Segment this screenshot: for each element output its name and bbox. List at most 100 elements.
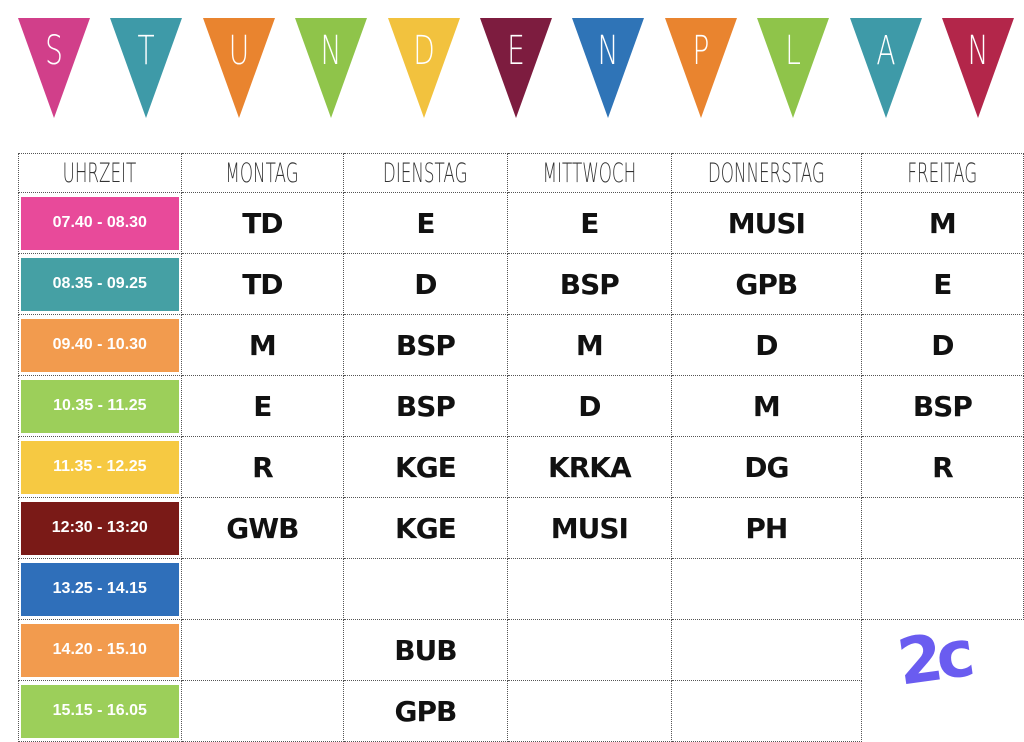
header-wednesday: Mittwoch xyxy=(506,153,672,193)
subject-label: PH xyxy=(745,511,788,545)
subject-label: D xyxy=(414,267,437,301)
time-slot-label: 12:30 - 13:20 xyxy=(21,501,179,555)
pennant-flag xyxy=(202,18,275,118)
pennant: N xyxy=(572,18,645,118)
header-row: Uhrzeit Montag Dienstag Mittwoch Donners… xyxy=(18,153,1024,193)
pennant-flag xyxy=(757,18,830,118)
lesson-cell-friday: D xyxy=(860,314,1024,376)
lesson-cell-monday xyxy=(180,680,345,742)
table-row: 08.35 - 09.25 TD D BSP GPB E xyxy=(18,253,1024,315)
pennant-letter: N xyxy=(597,28,619,74)
subject-label: KGE xyxy=(395,450,457,484)
time-cell: 13.25 - 14.15 xyxy=(18,558,182,620)
lesson-cell-wednesday xyxy=(506,558,672,620)
subject-label: D xyxy=(578,389,601,423)
time-slot-label: 09.40 - 10.30 xyxy=(21,318,179,372)
subject-label: BSP xyxy=(912,389,973,423)
subject-label: M xyxy=(575,328,604,362)
subject-label: TD xyxy=(242,206,283,240)
pennant-letter: A xyxy=(876,28,896,74)
pennant: N xyxy=(295,18,368,118)
time-slot-label: 10.35 - 11.25 xyxy=(21,379,179,433)
time-slot-label: 11.35 - 12.25 xyxy=(21,440,179,494)
lesson-cell-tuesday: BSP xyxy=(343,375,508,437)
subject-label: MUSI xyxy=(727,206,806,240)
subject-label: BSP xyxy=(559,267,620,301)
subject-label: R xyxy=(932,450,954,484)
lesson-cell-tuesday: KGE xyxy=(343,436,508,498)
time-slot-label: 08.35 - 09.25 xyxy=(21,257,179,311)
subject-label: D xyxy=(755,328,778,362)
pennant-flag xyxy=(664,18,737,118)
pennant: U xyxy=(202,18,275,118)
lesson-cell-wednesday: D xyxy=(506,375,672,437)
lesson-cell-tuesday: KGE xyxy=(343,497,508,559)
lesson-cell-monday: R xyxy=(180,436,345,498)
lesson-cell-wednesday: M xyxy=(506,314,672,376)
lesson-cell-friday xyxy=(860,497,1024,559)
subject-label: M xyxy=(248,328,277,362)
time-cell: 07.40 - 08.30 xyxy=(18,192,182,254)
time-cell: 08.35 - 09.25 xyxy=(18,253,182,315)
lesson-cell-monday: TD xyxy=(180,253,345,315)
lesson-cell-friday: M xyxy=(860,192,1024,254)
time-slot-label: 14.20 - 15.10 xyxy=(21,623,179,677)
time-cell: 09.40 - 10.30 xyxy=(18,314,182,376)
subject-label: E xyxy=(580,206,599,240)
subject-label: BSP xyxy=(395,389,456,423)
lesson-cell-wednesday xyxy=(506,680,672,742)
pennant-flag xyxy=(387,18,460,118)
time-cell: 14.20 - 15.10 xyxy=(18,619,182,681)
table-row: 13.25 - 14.15 xyxy=(18,558,1024,620)
lesson-cell-thursday xyxy=(670,680,862,742)
lesson-cell-tuesday: BSP xyxy=(343,314,508,376)
timetable: Uhrzeit Montag Dienstag Mittwoch Donners… xyxy=(18,153,1024,742)
lesson-cell-wednesday: E xyxy=(506,192,672,254)
pennant-letter: U xyxy=(228,28,250,74)
lesson-cell-tuesday: BUB xyxy=(343,619,508,681)
pennant-flag xyxy=(849,18,922,118)
lesson-cell-friday: E xyxy=(860,253,1024,315)
pennant-letter: N xyxy=(967,28,989,74)
time-cell: 15.15 - 16.05 xyxy=(18,680,182,742)
lesson-cell-thursday xyxy=(670,558,862,620)
lesson-cell-thursday: M xyxy=(670,375,862,437)
header-tuesday: Dienstag xyxy=(343,153,508,193)
subject-label: KGE xyxy=(395,511,457,545)
pennant-letter: N xyxy=(320,28,342,74)
pennant: A xyxy=(849,18,922,118)
lesson-cell-wednesday xyxy=(506,619,672,681)
pennant: P xyxy=(664,18,737,118)
lesson-cell-thursday xyxy=(670,619,862,681)
pennant: N xyxy=(942,18,1014,118)
pennant-letter: D xyxy=(412,28,435,74)
subject-label: E xyxy=(253,389,272,423)
time-slot-label: 13.25 - 14.15 xyxy=(21,562,179,616)
table-row: 09.40 - 10.30 M BSP M D D xyxy=(18,314,1024,376)
subject-label: M xyxy=(752,389,781,423)
time-cell: 12:30 - 13:20 xyxy=(18,497,182,559)
header-friday: Freitag xyxy=(860,153,1024,193)
subject-label: KRKA xyxy=(548,450,632,484)
pennant: E xyxy=(480,18,552,118)
subject-label: E xyxy=(416,206,435,240)
lesson-cell-friday: BSP xyxy=(860,375,1024,437)
pennant: L xyxy=(757,18,830,118)
time-slot-label: 07.40 - 08.30 xyxy=(21,196,179,250)
lesson-cell-wednesday: MUSI xyxy=(506,497,672,559)
subject-label: BSP xyxy=(395,328,456,362)
subject-label: GPB xyxy=(394,694,457,728)
lesson-cell-wednesday: KRKA xyxy=(506,436,672,498)
time-slot-label: 15.15 - 16.05 xyxy=(21,684,179,738)
class-label: 2c xyxy=(893,617,974,701)
lesson-cell-friday: R xyxy=(860,436,1024,498)
subject-label: TD xyxy=(242,267,283,301)
subject-label: MUSI xyxy=(550,511,629,545)
pennant-letter: E xyxy=(507,28,525,74)
pennant-letter: P xyxy=(692,28,710,74)
header-time: Uhrzeit xyxy=(18,153,182,193)
lesson-cell-thursday: DG xyxy=(670,436,862,498)
subject-label: GPB xyxy=(735,267,798,301)
lesson-cell-monday: GWB xyxy=(180,497,345,559)
pennant-flag xyxy=(572,18,645,118)
